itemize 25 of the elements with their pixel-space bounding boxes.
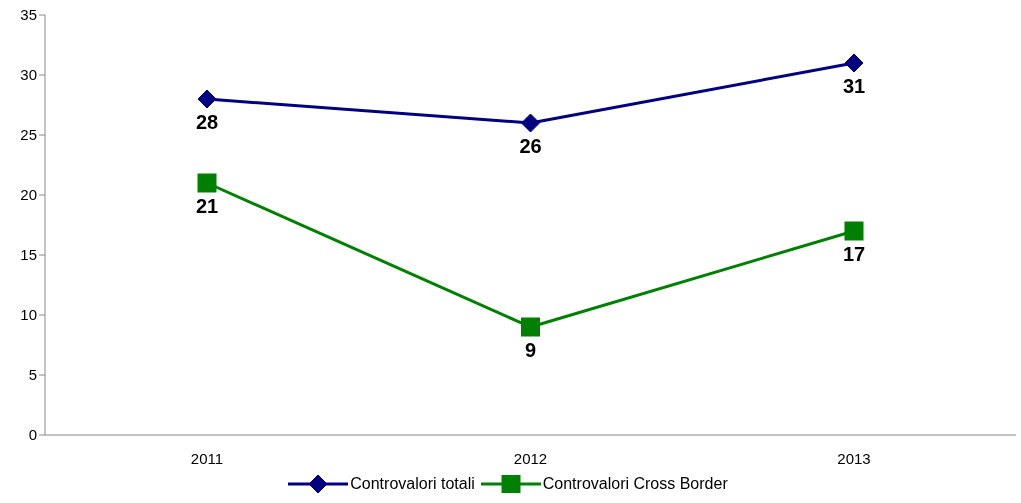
y-tick-label: 10 xyxy=(20,306,37,324)
data-label: 17 xyxy=(842,243,866,266)
x-tick-label: 2012 xyxy=(513,449,548,467)
y-tick-label: 5 xyxy=(28,366,37,384)
legend-label: Controvalori totali xyxy=(349,475,475,493)
y-tick-label: 35 xyxy=(20,6,37,24)
point xyxy=(844,221,864,241)
data-label: 26 xyxy=(519,135,542,158)
y-tick-label: 0 xyxy=(28,426,37,444)
y-tick-label: 15 xyxy=(20,246,37,264)
point xyxy=(197,89,217,109)
point xyxy=(521,317,540,337)
y-tick-label: 25 xyxy=(20,126,37,144)
legend-label: Controvalori Cross Border xyxy=(541,475,728,493)
data-label: 31 xyxy=(842,75,866,98)
data-label: 9 xyxy=(524,339,537,362)
data-label: 21 xyxy=(195,195,219,218)
point xyxy=(197,173,217,193)
data-label: 28 xyxy=(195,111,219,134)
x-tick-label: 2013 xyxy=(837,449,871,467)
y-tick-label: 20 xyxy=(20,186,37,204)
x-tick-label: 2011 xyxy=(190,449,224,467)
point xyxy=(844,53,864,73)
point xyxy=(521,113,540,133)
y-tick-label: 30 xyxy=(20,66,37,84)
